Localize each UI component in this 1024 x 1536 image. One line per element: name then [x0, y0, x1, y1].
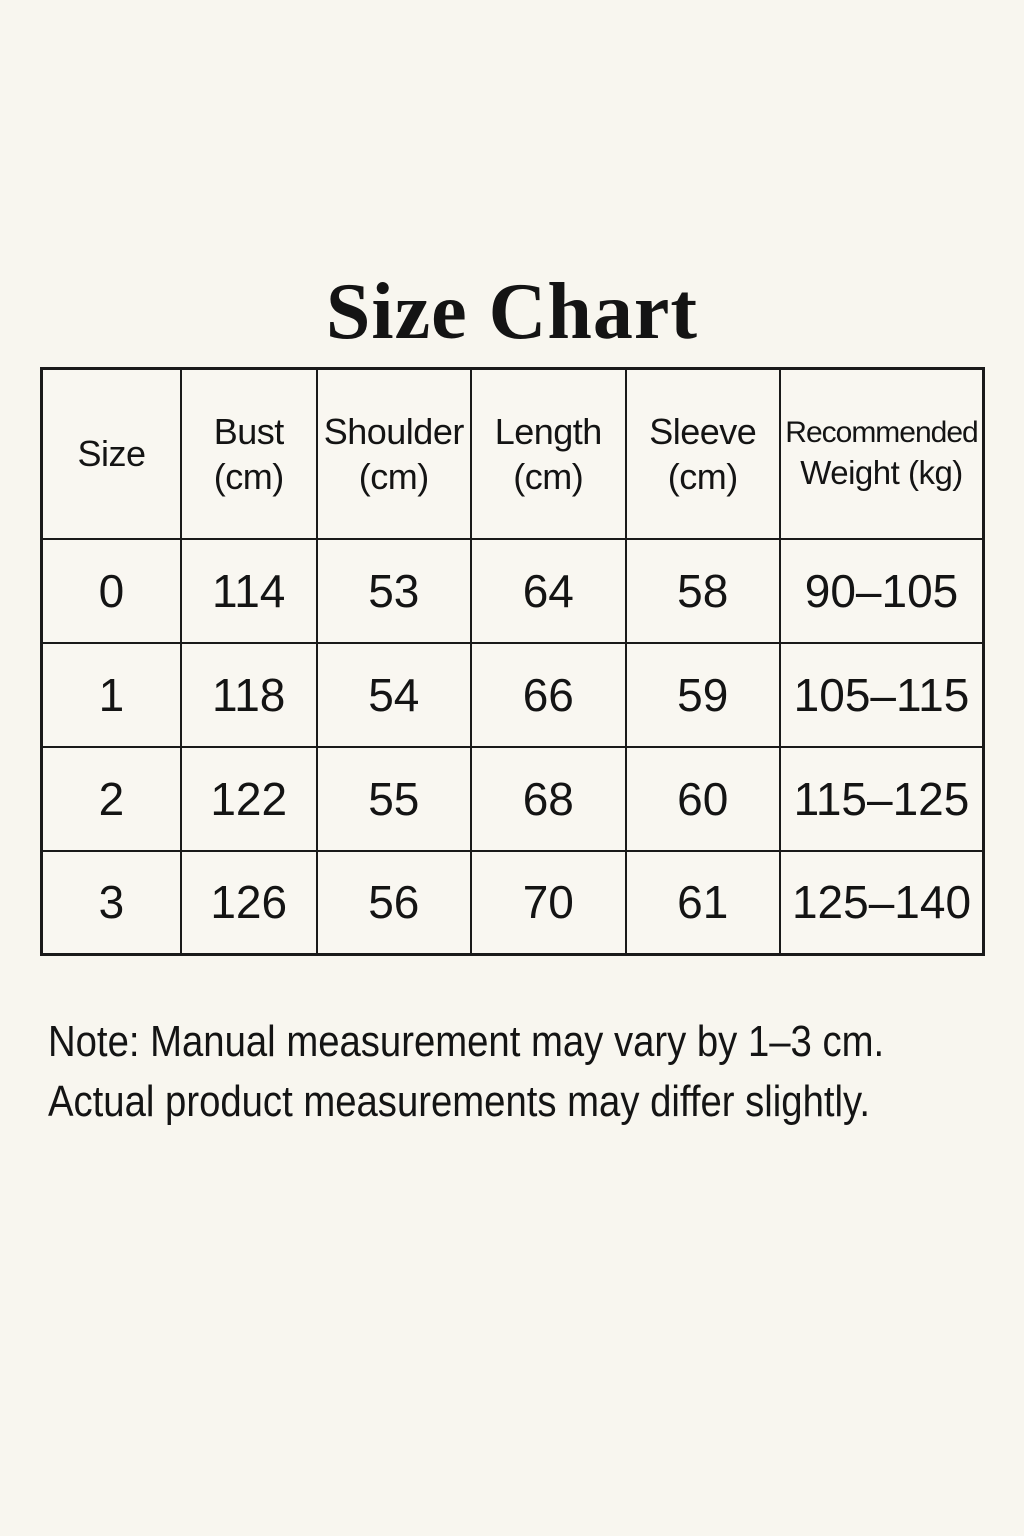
cell-length: 64	[470, 537, 627, 644]
cell-sleeve: 61	[624, 849, 782, 956]
column-header-weight: Recommended Weight (kg)	[779, 367, 985, 540]
cell-shoulder: 54	[315, 641, 473, 748]
cell-weight: 105–115	[779, 641, 985, 748]
column-header-weight-label: Recommended	[785, 416, 978, 450]
cell-bust: 114	[179, 537, 318, 644]
column-header-shoulder-label: Shoulder	[323, 410, 465, 452]
cell-weight: 90–105	[779, 537, 985, 644]
table-header-row: Size Bust (cm) Shoulder (cm) Length (cm)…	[40, 367, 985, 540]
column-header-bust-label: Bust	[213, 410, 285, 452]
cell-weight: 125–140	[779, 849, 985, 956]
table-row-size-1: 1 118 54 66 59 105–115	[40, 641, 985, 748]
cell-length: 70	[470, 849, 627, 956]
measurement-note: Note: Manual measurement may vary by 1–3…	[48, 1012, 884, 1132]
column-header-weight-unit: Weight (kg)	[800, 453, 963, 491]
column-header-sleeve: Sleeve (cm)	[624, 367, 782, 540]
column-header-shoulder-unit: (cm)	[358, 455, 429, 497]
column-header-sleeve-label: Sleeve	[649, 410, 757, 452]
column-header-length-label: Length	[494, 410, 603, 452]
table-row-size-2: 2 122 55 68 60 115–125	[40, 745, 985, 852]
column-header-size-label: Size	[77, 433, 146, 475]
column-header-length-unit: (cm)	[513, 455, 584, 497]
cell-bust: 126	[179, 849, 318, 956]
cell-length: 68	[470, 745, 627, 852]
cell-size: 2	[40, 745, 182, 852]
column-header-size: Size	[40, 367, 182, 540]
cell-shoulder: 55	[315, 745, 473, 852]
column-header-sleeve-unit: (cm)	[667, 455, 738, 497]
cell-size: 3	[40, 849, 182, 956]
cell-shoulder: 53	[315, 537, 473, 644]
size-chart-table: Size Bust (cm) Shoulder (cm) Length (cm)…	[40, 367, 985, 956]
column-header-length: Length (cm)	[470, 367, 627, 540]
column-header-shoulder: Shoulder (cm)	[315, 367, 473, 540]
cell-sleeve: 59	[624, 641, 782, 748]
cell-size: 0	[40, 537, 182, 644]
cell-length: 66	[470, 641, 627, 748]
page-title: Size Chart	[325, 267, 699, 356]
table-row-size-3: 3 126 56 70 61 125–140	[40, 849, 985, 956]
cell-bust: 122	[179, 745, 318, 852]
cell-sleeve: 60	[624, 745, 782, 852]
column-header-bust-unit: (cm)	[213, 455, 284, 497]
cell-size: 1	[40, 641, 182, 748]
cell-bust: 118	[179, 641, 318, 748]
table-row-size-0: 0 114 53 64 58 90–105	[40, 537, 985, 644]
cell-shoulder: 56	[315, 849, 473, 956]
cell-sleeve: 58	[624, 537, 782, 644]
column-header-bust: Bust (cm)	[179, 367, 318, 540]
note-line-1: Note: Manual measurement may vary by 1–3…	[48, 1017, 885, 1066]
note-line-2: Actual product measurements may differ s…	[48, 1077, 870, 1126]
cell-weight: 115–125	[779, 745, 985, 852]
